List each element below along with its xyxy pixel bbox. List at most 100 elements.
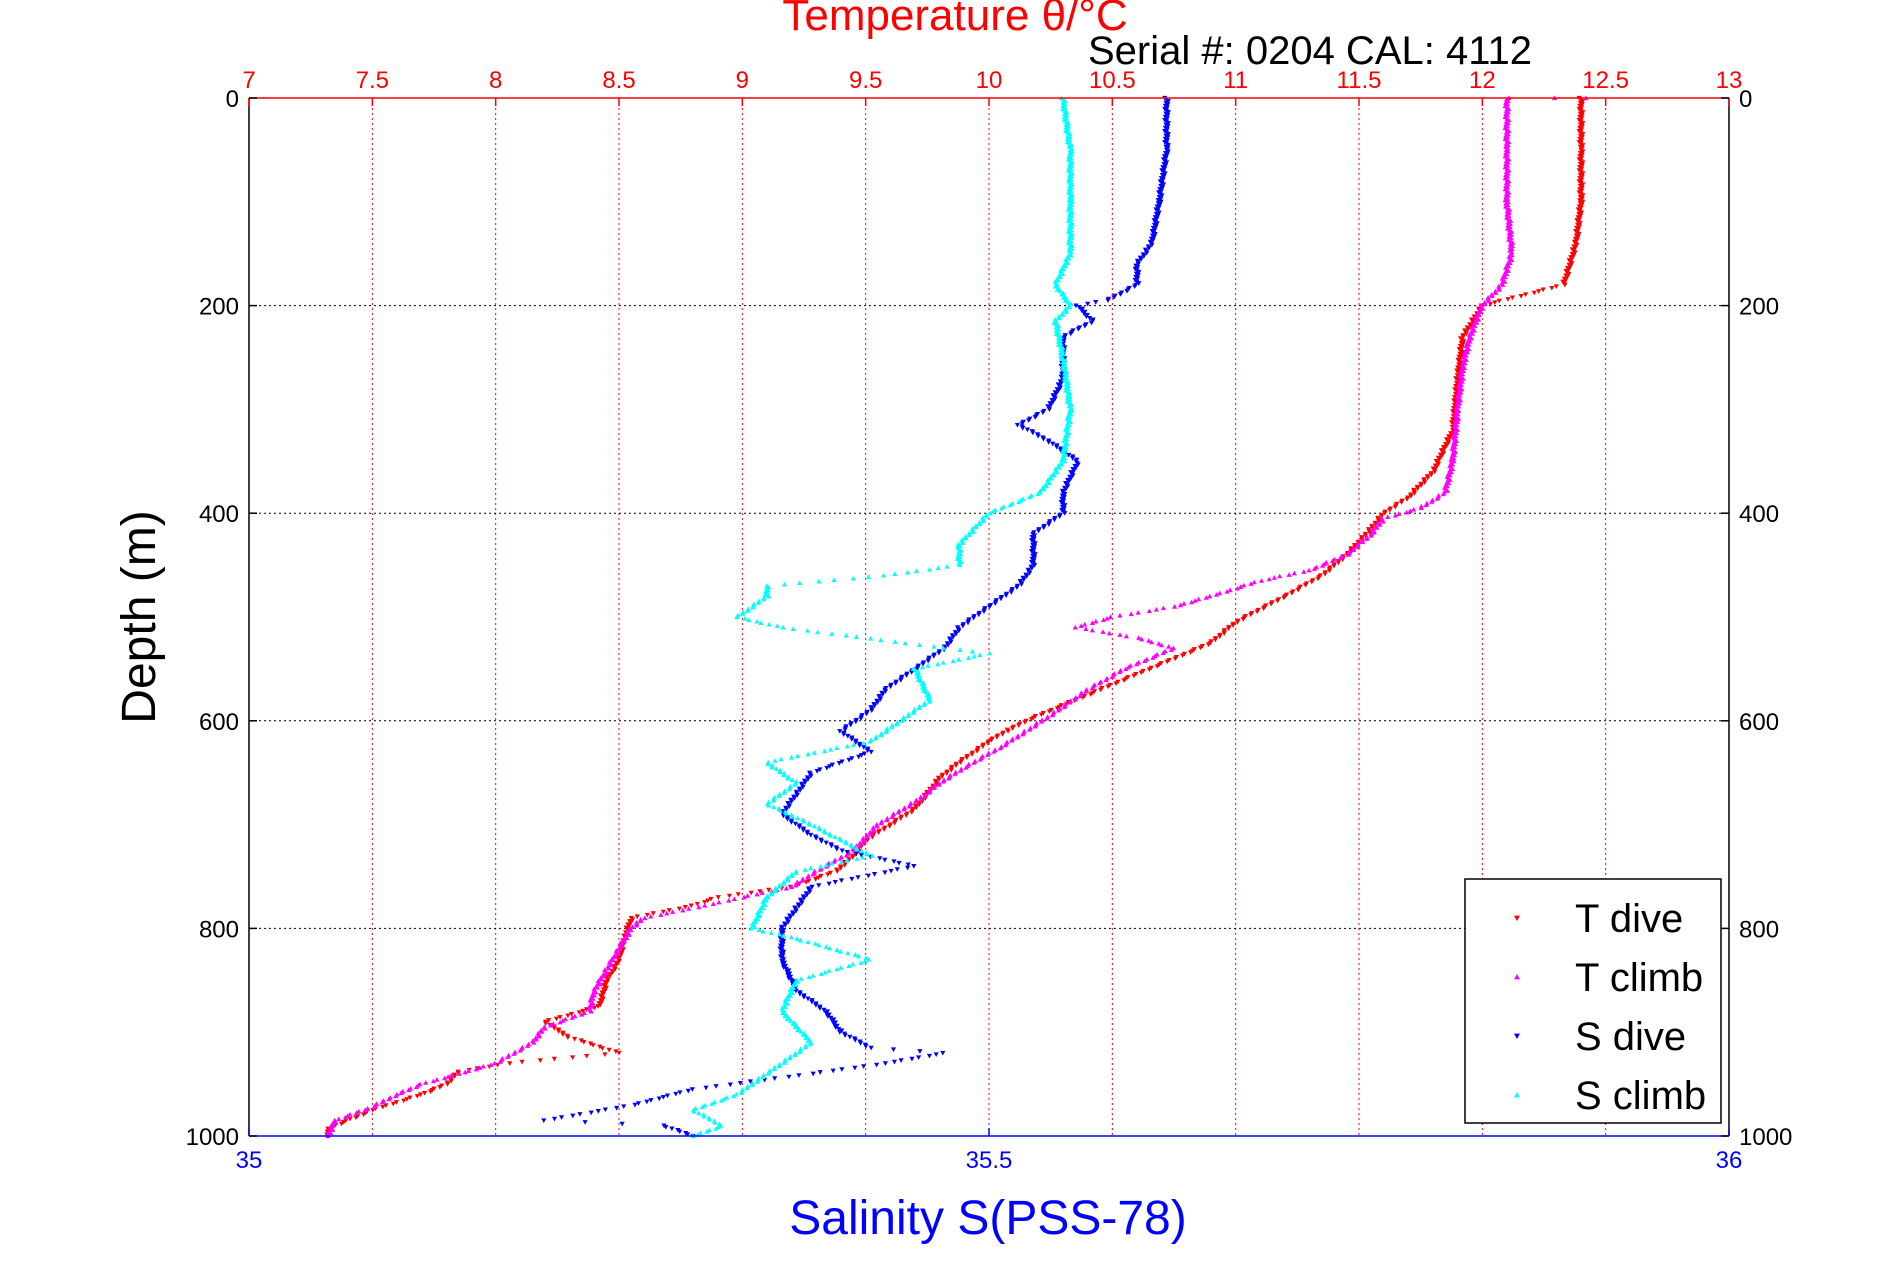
data-point	[444, 1082, 451, 1087]
data-point	[1020, 426, 1026, 431]
data-point	[788, 799, 795, 805]
data-point	[1505, 263, 1512, 269]
data-point	[773, 888, 779, 894]
data-point	[1153, 224, 1159, 230]
data-point	[1482, 301, 1488, 307]
data-point	[977, 652, 983, 657]
data-point	[1046, 709, 1052, 715]
data-point	[406, 1087, 412, 1093]
data-point	[805, 751, 811, 757]
data-point	[1117, 292, 1124, 297]
data-point	[577, 1112, 583, 1117]
data-point	[1152, 227, 1158, 233]
data-point	[805, 874, 811, 880]
data-point	[866, 956, 872, 962]
data-point	[1579, 127, 1585, 133]
data-point	[776, 931, 782, 937]
data-point	[1031, 536, 1037, 542]
data-point	[1054, 444, 1060, 450]
tick-label-depth-right: 0	[1739, 86, 1752, 113]
data-point	[1248, 581, 1254, 586]
data-point	[331, 1122, 337, 1128]
data-point	[781, 965, 787, 970]
data-point	[648, 1098, 654, 1103]
data-point	[796, 824, 803, 830]
data-point	[804, 892, 810, 898]
data-point	[745, 608, 751, 613]
data-point	[920, 688, 927, 693]
data-point	[759, 890, 765, 895]
data-point	[371, 1104, 377, 1110]
data-point	[524, 1043, 531, 1048]
data-point	[894, 721, 900, 727]
data-point	[1438, 454, 1445, 459]
tick-label-depth-left: 1000	[186, 1124, 239, 1151]
data-point	[1063, 309, 1069, 314]
data-point	[836, 1026, 842, 1032]
tick-label-depth-right: 800	[1739, 916, 1779, 943]
data-point	[749, 1082, 755, 1087]
legend-marker	[1514, 974, 1520, 980]
data-point	[834, 947, 840, 953]
data-point	[676, 906, 682, 912]
data-point	[1553, 284, 1559, 290]
data-point	[642, 915, 648, 921]
data-point	[1046, 407, 1052, 412]
data-point	[785, 973, 791, 978]
data-point	[581, 1010, 587, 1016]
tick-label-temperature: 11.5	[1337, 67, 1382, 94]
data-point	[1506, 167, 1512, 173]
data-point	[1487, 301, 1493, 307]
data-point	[1019, 421, 1025, 427]
data-point	[923, 689, 929, 695]
data-point	[1160, 177, 1166, 183]
data-point	[890, 1047, 897, 1053]
data-point	[860, 854, 866, 860]
data-point	[786, 804, 792, 809]
data-point	[1076, 305, 1082, 310]
data-point	[874, 700, 881, 706]
data-point	[685, 1088, 691, 1094]
data-point	[497, 1059, 503, 1064]
data-point	[1463, 331, 1469, 337]
data-point	[844, 850, 850, 855]
data-point	[780, 952, 786, 958]
data-point	[1069, 243, 1075, 248]
data-point	[1154, 216, 1160, 222]
data-point	[1579, 163, 1585, 169]
data-point	[848, 722, 854, 728]
data-point	[810, 972, 816, 978]
data-point	[738, 1090, 745, 1095]
data-point	[1574, 238, 1580, 243]
data-point	[789, 777, 795, 782]
data-point	[706, 1127, 712, 1133]
data-point	[765, 1071, 771, 1076]
data-point	[1155, 198, 1161, 203]
data-point	[1506, 178, 1512, 184]
data-point	[887, 684, 894, 690]
data-point	[1070, 473, 1076, 478]
data-point	[1456, 366, 1462, 372]
data-point	[858, 853, 864, 858]
tick-label-temperature: 10.5	[1089, 67, 1136, 94]
data-point	[776, 793, 782, 798]
data-point	[724, 1094, 730, 1100]
data-point	[985, 741, 991, 746]
data-point	[1505, 192, 1511, 198]
data-point	[799, 900, 805, 906]
data-point	[796, 903, 802, 909]
data-point	[936, 650, 942, 656]
data-point	[859, 848, 865, 854]
data-point	[854, 856, 860, 861]
data-point	[1160, 182, 1167, 188]
data-point	[1422, 480, 1428, 485]
data-point	[1072, 696, 1078, 702]
data-point	[660, 1094, 666, 1100]
data-point	[792, 982, 799, 988]
data-point	[1331, 563, 1337, 569]
data-point	[748, 925, 754, 931]
data-point	[347, 1116, 353, 1122]
data-point	[847, 1034, 853, 1040]
data-point	[1505, 112, 1511, 118]
data-point	[1059, 461, 1065, 467]
